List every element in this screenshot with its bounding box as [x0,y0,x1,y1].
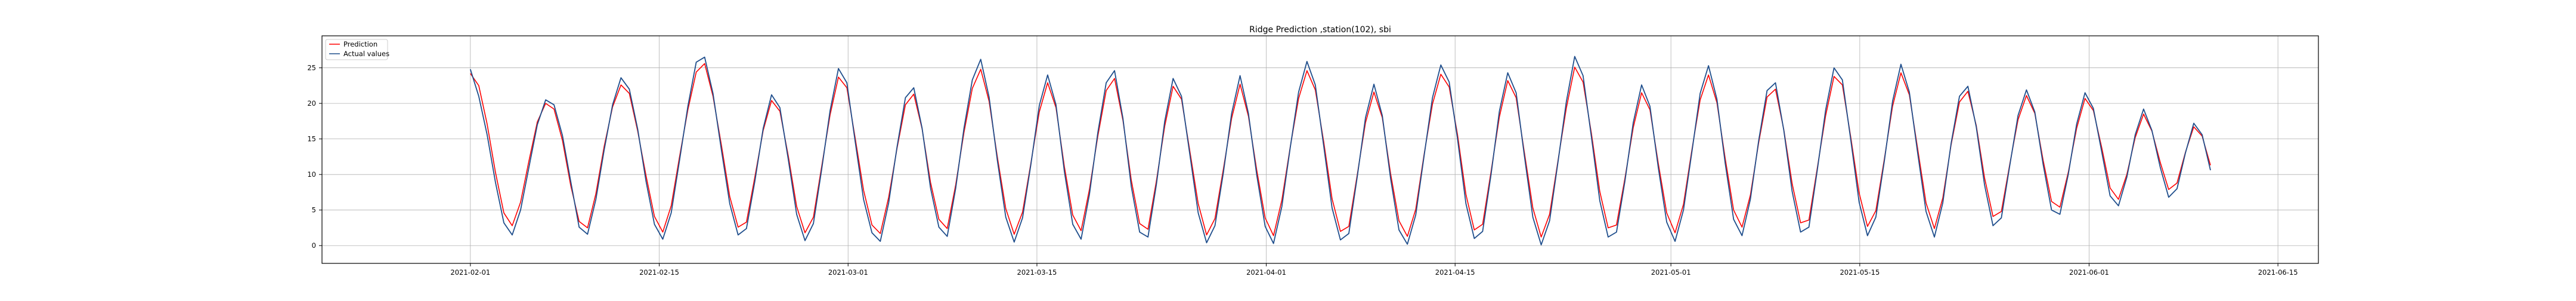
y-tick-label: 15 [307,135,316,143]
legend-label-actual-values: Actual values [343,50,389,58]
x-tick-label: 2021-05-01 [1651,268,1691,277]
y-tick-label: 20 [307,99,316,108]
x-tick-label: 2021-02-15 [639,268,679,277]
x-tick-label: 2021-06-01 [2069,268,2109,277]
x-tick-label: 2021-03-01 [828,268,868,277]
series-line-actual-values [469,56,2211,245]
x-tick-label: 2021-03-15 [1017,268,1057,277]
legend: Prediction Actual values [325,39,389,60]
legend-box [325,39,388,60]
y-tick-label: 25 [307,64,316,72]
y-tick-label: 0 [312,241,316,250]
series-lines [469,56,2211,245]
axis-ticks: 2021-02-01 2021-02-15 2021-03-01 2021-03-15… [307,64,2298,277]
x-tick-label: 2021-04-01 [1246,268,1286,277]
x-tick-label: 2021-06-15 [2258,268,2298,277]
chart-title: Ridge Prediction ,station(102), sbi [1249,25,1391,35]
y-tick-label: 10 [307,170,316,179]
plot-frame [321,35,2319,264]
legend-label-prediction: Prediction [343,40,377,48]
y-tick-label: 5 [312,206,316,214]
gridlines [322,36,2318,263]
x-tick-label: 2021-02-01 [450,268,490,277]
x-tick-label: 2021-05-15 [1840,268,1880,277]
x-tick-label: 2021-04-15 [1435,268,1475,277]
